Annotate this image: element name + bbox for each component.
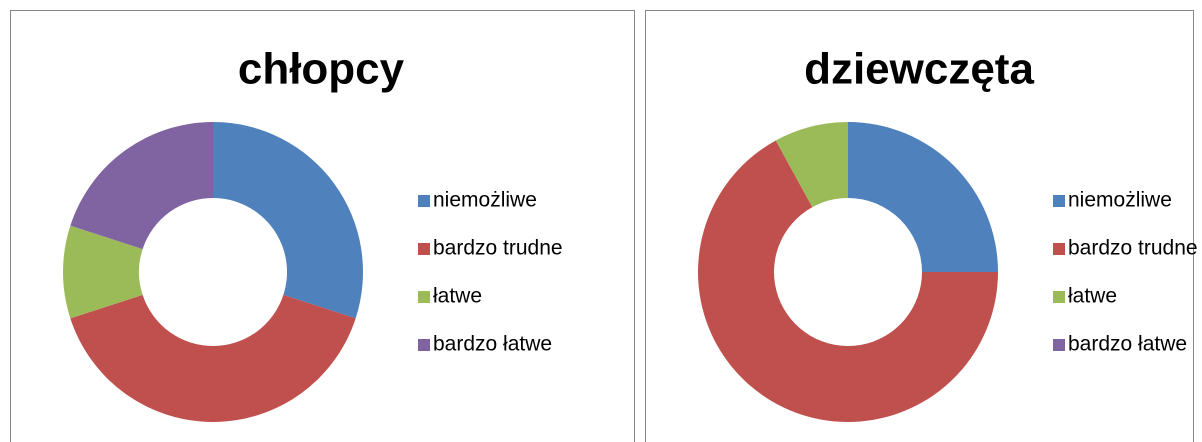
donut-slice <box>848 122 998 272</box>
donut-slice <box>698 140 998 422</box>
legend-swatch <box>418 291 430 303</box>
donut-slice <box>775 122 848 208</box>
legend-swatch <box>418 195 430 207</box>
donut-slice <box>213 122 363 319</box>
legend-swatch <box>1053 339 1065 351</box>
legend-label: bardzo trudne <box>1068 237 1198 260</box>
legend-label: łatwe <box>433 285 482 308</box>
chart-title: chłopcy <box>238 45 405 94</box>
legend-swatch <box>418 243 430 255</box>
legend-swatch <box>1053 291 1065 303</box>
donut-slice <box>70 122 213 250</box>
donut-slice <box>70 294 356 422</box>
donut-slice <box>63 225 143 319</box>
legend-label: łatwe <box>1068 285 1117 308</box>
legend-swatch <box>1053 243 1065 255</box>
legend-label: bardzo łatwe <box>1068 333 1187 356</box>
legend-label: bardzo trudne <box>433 237 563 260</box>
legend-label: niemożliwe <box>1068 189 1172 212</box>
legend-label: bardzo łatwe <box>433 333 552 356</box>
legend-swatch <box>1053 195 1065 207</box>
legend-swatch <box>418 339 430 351</box>
legend-label: niemożliwe <box>433 189 537 212</box>
chart-title: dziewczęta <box>804 45 1034 94</box>
